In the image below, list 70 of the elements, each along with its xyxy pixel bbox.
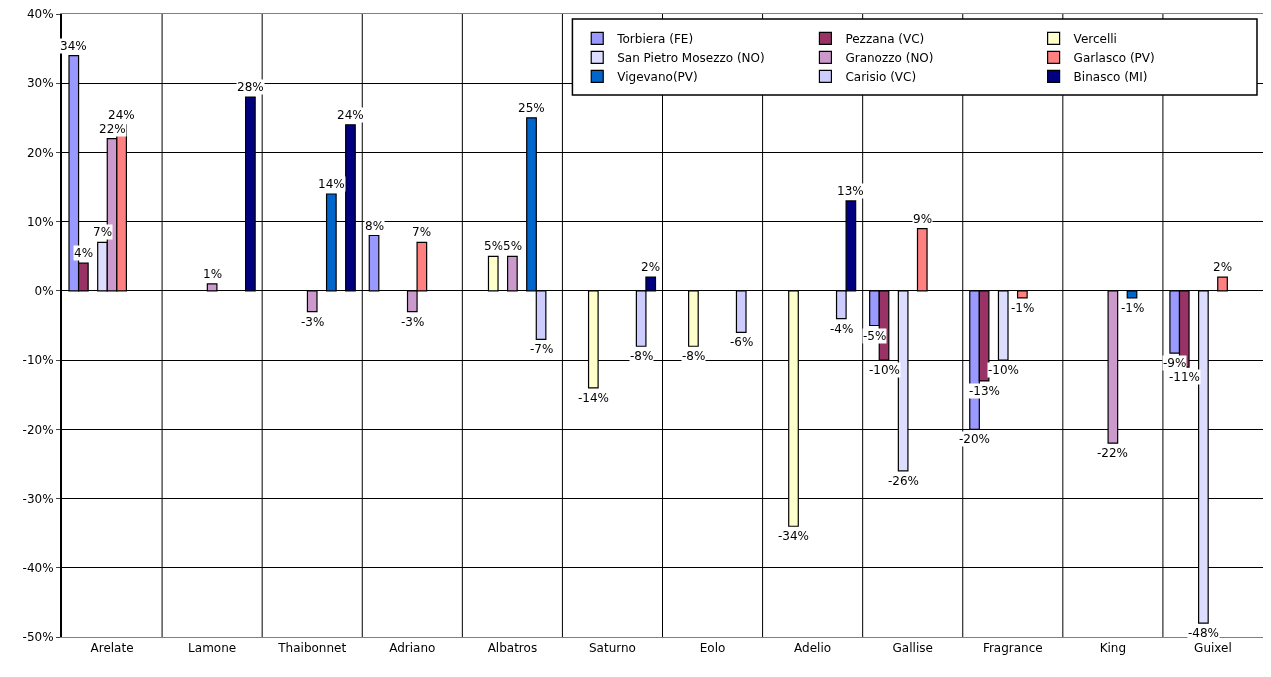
y-tick-label: 10% [26,214,54,229]
data-label: 5% [484,239,504,253]
x-tick-label: Lamone [188,641,237,656]
y-tick-label: -30% [22,491,54,506]
data-label: -3% [401,315,425,329]
data-label: 7% [93,225,113,239]
x-tick-label: Guixel [1194,641,1232,656]
data-label: -11% [1169,370,1201,384]
y-tick-label: -20% [22,422,54,437]
x-tick-label: Eolo [699,641,726,656]
data-label: -1% [1121,301,1145,315]
data-label: -22% [1097,446,1129,460]
data-label: 9% [913,212,933,226]
data-label: -7% [530,342,554,356]
x-tick-label: Adriano [389,641,436,656]
data-label: 5% [503,239,523,253]
data-label: 2% [1213,260,1233,274]
legend-label: Vigevano(PV) [617,70,698,85]
legend-label: Garlasco (PV) [1073,51,1155,66]
x-tick-label: Thaibonnet [277,641,347,656]
data-label: -48% [1188,626,1220,640]
data-label: -20% [959,432,991,446]
data-label: -6% [730,335,754,349]
legend-label: Binasco (MI) [1073,70,1148,85]
data-label: 22% [99,122,126,136]
data-label: 1% [203,267,223,281]
x-tick-label: Saturno [588,641,636,656]
legend-label: Torbiera (FE) [616,32,694,47]
y-tick-label: -40% [22,560,54,575]
x-tick-label: Albatros [487,641,538,656]
data-label: -26% [888,474,920,488]
data-label: -1% [1011,301,1035,315]
data-label: -9% [1163,356,1187,370]
data-label: -3% [301,315,325,329]
x-tick-label: Fragrance [982,641,1043,656]
x-tick-label: King [1099,641,1127,656]
y-tick-label: 20% [26,145,54,160]
data-label: -14% [578,391,610,405]
data-label: 8% [365,219,385,233]
legend-label: Vercelli [1073,32,1117,47]
data-label: 24% [108,108,135,122]
data-label: 4% [74,246,94,260]
y-tick-label: 30% [26,76,54,91]
data-label: -13% [969,384,1001,398]
y-tick-label: 0% [34,284,54,299]
data-label: -10% [988,363,1020,377]
data-label: 25% [518,101,545,115]
y-tick-label: -50% [22,630,54,645]
legend-label: Carisio (VC) [845,70,917,85]
data-label: 7% [412,225,432,239]
legend-label: Granozzo (NO) [845,51,934,66]
data-label: 24% [337,108,364,122]
legend-label: San Pietro Mosezzo (NO) [617,51,765,66]
data-label: 2% [641,260,661,274]
y-tick-label: 40% [26,7,54,22]
data-label: 34% [60,39,87,53]
data-label: -10% [869,363,901,377]
data-label: -8% [630,349,654,363]
data-label: 13% [837,184,864,198]
data-label: 14% [318,177,345,191]
legend-label: Pezzana (VC) [845,32,925,47]
x-tick-label: Gallise [892,641,933,656]
x-tick-label: Adelio [794,641,832,656]
data-label: -34% [778,529,810,543]
data-label: -5% [863,329,887,343]
y-tick-label: -10% [22,353,54,368]
data-label: -4% [830,322,854,336]
x-tick-label: Arelate [90,641,134,656]
data-label: -8% [682,349,706,363]
data-label: 28% [237,80,264,94]
